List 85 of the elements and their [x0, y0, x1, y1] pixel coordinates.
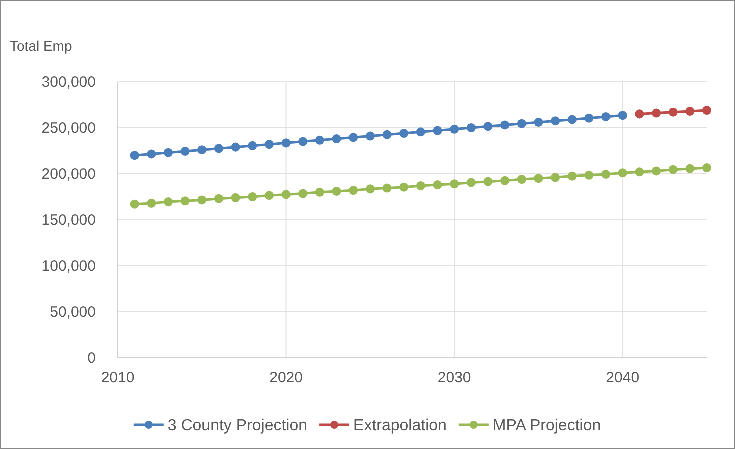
point [602, 170, 611, 179]
point [147, 198, 156, 208]
point [416, 128, 426, 137]
point [500, 176, 510, 186]
point [332, 134, 342, 144]
point [584, 170, 594, 180]
y-tick-label: 100,000 [42, 258, 96, 275]
point [198, 196, 207, 205]
point [668, 108, 678, 117]
y-tick-label: 0 [88, 350, 96, 367]
x-tick-label: 2040 [606, 370, 640, 387]
point [130, 151, 140, 160]
point [264, 140, 274, 150]
point [264, 191, 274, 200]
point [652, 166, 662, 176]
point [400, 182, 409, 192]
point [416, 181, 426, 190]
point [180, 146, 190, 156]
point [618, 168, 628, 178]
point [551, 173, 560, 182]
y-tick-label: 200,000 [42, 166, 96, 183]
point [231, 142, 240, 152]
point [164, 198, 173, 207]
point [248, 192, 258, 202]
y-axis-title: Total Emp [10, 38, 72, 54]
point [349, 186, 358, 196]
point [382, 184, 392, 193]
point [568, 172, 577, 181]
point [433, 126, 442, 136]
x-tick-label: 2030 [438, 370, 472, 387]
point [686, 106, 695, 116]
point [214, 144, 224, 154]
point [568, 115, 577, 124]
point [147, 150, 156, 159]
point [332, 186, 342, 196]
point [551, 116, 560, 126]
point [602, 112, 611, 122]
point [349, 133, 358, 142]
point [198, 146, 207, 155]
point [400, 129, 409, 138]
point [231, 193, 240, 202]
y-tick-label: 300,000 [42, 74, 96, 91]
point [584, 114, 594, 123]
point [702, 164, 712, 173]
x-tick-label: 2010 [101, 370, 135, 387]
point [635, 110, 644, 119]
point [433, 180, 442, 190]
point [366, 184, 375, 194]
y-tick-label: 50,000 [50, 304, 96, 321]
point [466, 123, 476, 133]
point [652, 108, 662, 118]
point [164, 148, 173, 158]
point [214, 194, 224, 204]
x-tick-label: 2020 [270, 370, 303, 387]
point [635, 168, 644, 177]
point [180, 196, 190, 206]
y-tick-label: 150,000 [42, 212, 96, 229]
point [282, 190, 291, 200]
point [702, 106, 712, 116]
point [315, 188, 324, 197]
point [282, 138, 291, 148]
point [534, 174, 544, 184]
point [450, 124, 460, 134]
point [466, 178, 476, 188]
point [534, 118, 544, 127]
point [450, 180, 460, 189]
point [686, 164, 695, 174]
point [315, 136, 324, 145]
point [298, 189, 308, 198]
point [517, 119, 526, 128]
point [382, 130, 392, 140]
point [484, 177, 493, 186]
point [484, 122, 493, 132]
legend-label: Extrapolation [354, 418, 447, 435]
legend-label: 3 County Projection [168, 418, 308, 435]
y-tick-label: 250,000 [42, 120, 96, 137]
point [500, 120, 510, 130]
point [248, 141, 258, 150]
point [130, 200, 140, 209]
point [517, 175, 526, 184]
point [366, 132, 375, 141]
legend-label: MPA Projection [492, 418, 602, 435]
point [668, 165, 678, 174]
point [618, 111, 628, 120]
point [298, 137, 308, 146]
